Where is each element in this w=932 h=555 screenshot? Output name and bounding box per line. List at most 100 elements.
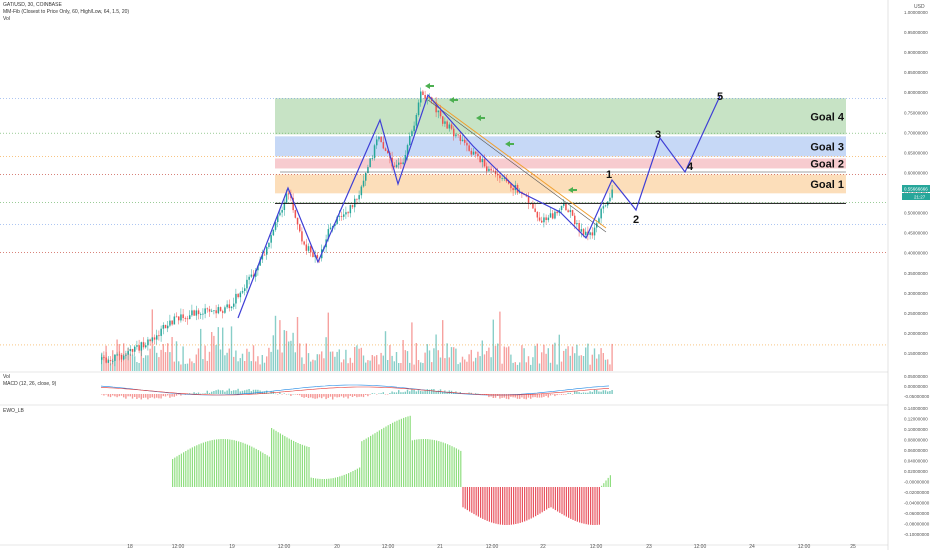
macd-histogram-bar xyxy=(316,394,318,399)
ewo-bar xyxy=(400,418,402,487)
volume-bar xyxy=(327,312,329,371)
volume-bar xyxy=(549,362,552,371)
volume-bar xyxy=(466,361,468,371)
volume-bar xyxy=(545,353,547,371)
macd-histogram-bar xyxy=(248,389,250,394)
volume-bar xyxy=(431,362,433,371)
macd-histogram-bar xyxy=(134,394,136,397)
macd-histogram-bar xyxy=(257,389,259,394)
candle-body xyxy=(125,354,127,356)
candle-body xyxy=(556,211,558,214)
ewo-tick: 0.04000000 xyxy=(904,459,928,464)
volume-bar xyxy=(530,364,532,371)
candle-body xyxy=(153,337,156,340)
candle-body xyxy=(334,224,336,226)
volume-bar xyxy=(202,359,204,371)
macd-histogram-bar xyxy=(558,394,560,395)
candle-body xyxy=(545,217,547,220)
candle-body xyxy=(499,175,501,179)
candle-body xyxy=(547,217,550,221)
volume-bar xyxy=(497,343,499,371)
macd-histogram-bar xyxy=(428,389,431,394)
candle-body xyxy=(582,229,585,235)
volume-bar xyxy=(158,357,160,371)
candle-body xyxy=(305,244,308,251)
ewo-bar xyxy=(506,487,508,525)
candle-body xyxy=(549,213,552,218)
volume-bar xyxy=(356,345,358,371)
volume-bar xyxy=(519,362,521,371)
candle-body xyxy=(268,242,270,248)
time-tick: 21 xyxy=(437,544,443,550)
volume-bar xyxy=(464,359,466,371)
macd-histogram-bar xyxy=(378,393,380,394)
candle-body xyxy=(358,195,360,200)
volume-bar xyxy=(107,358,109,371)
volume-bar xyxy=(503,346,505,371)
volume-bar xyxy=(444,358,446,371)
ewo-bar xyxy=(183,452,185,487)
macd-histogram-bar xyxy=(477,393,479,395)
fib-indicator-title[interactable]: MM-Fib (Closest to Price Only, 60, High/… xyxy=(3,9,130,15)
volume-bar xyxy=(591,354,593,371)
ewo-bar xyxy=(240,442,242,487)
candle-body xyxy=(479,156,481,162)
volume-bar xyxy=(422,363,424,371)
ewo-bar xyxy=(422,439,424,487)
candle-body xyxy=(307,246,310,251)
ewo-bar xyxy=(398,419,400,487)
volume-indicator-title[interactable]: Vol xyxy=(3,16,10,22)
price-tick: 0.75000000 xyxy=(904,110,928,115)
macd-histogram-bar xyxy=(402,392,404,394)
macd-histogram-bar xyxy=(499,394,501,399)
macd-pane-label[interactable]: MACD (12, 26, close, 9) xyxy=(3,381,57,387)
ewo-bar xyxy=(207,441,209,487)
candle-body xyxy=(534,208,536,212)
volume-bar xyxy=(532,357,534,371)
macd-histogram-bar xyxy=(283,393,285,394)
candle-body xyxy=(492,170,495,172)
candle-body xyxy=(585,231,587,235)
ewo-bar xyxy=(222,439,224,487)
ewo-bar xyxy=(440,441,442,487)
ewo-bar xyxy=(244,443,246,487)
ewo-pane xyxy=(172,415,611,525)
candle-body xyxy=(602,206,605,209)
ewo-bar xyxy=(286,437,288,487)
volume-bar xyxy=(490,357,492,371)
macd-histogram-bar xyxy=(131,394,134,399)
macd-histogram-bar xyxy=(527,394,530,398)
volume-bar xyxy=(512,362,514,371)
ewo-bar xyxy=(277,432,279,487)
macd-histogram-bar xyxy=(404,391,406,394)
candle-body xyxy=(508,181,510,184)
ewo-pane-label[interactable]: EWO_LB xyxy=(3,408,24,414)
macd-histogram-bar xyxy=(112,394,114,396)
candle-body xyxy=(246,279,248,289)
ewo-bar xyxy=(213,439,215,487)
ewo-bar xyxy=(517,487,519,524)
volume-bar xyxy=(305,343,307,371)
symbol-title[interactable]: GAT/USD, 30, COINBASE xyxy=(3,2,62,8)
volume-bar xyxy=(303,363,305,371)
macd-histogram-bar xyxy=(147,394,149,400)
ewo-tick: 0.14000000 xyxy=(904,406,928,411)
volume-bar xyxy=(598,354,600,371)
candle-body xyxy=(488,168,490,172)
volume-bar xyxy=(582,356,585,371)
candle-body xyxy=(494,170,497,174)
macd-histogram-bar xyxy=(239,391,241,394)
macd-histogram-bar xyxy=(391,391,393,394)
candle-body xyxy=(274,222,277,230)
volume-bar xyxy=(492,319,494,371)
ewo-bar xyxy=(579,487,581,523)
vol-pane-label[interactable]: Vol xyxy=(3,374,10,380)
volume-bar xyxy=(574,353,576,371)
macd-histogram-bar xyxy=(208,392,211,394)
goal-zone-1 xyxy=(275,98,846,135)
ewo-bar xyxy=(403,417,405,487)
ewo-bar xyxy=(275,430,277,487)
volume-bar xyxy=(525,362,527,371)
macd-histogram-bar xyxy=(230,390,233,394)
